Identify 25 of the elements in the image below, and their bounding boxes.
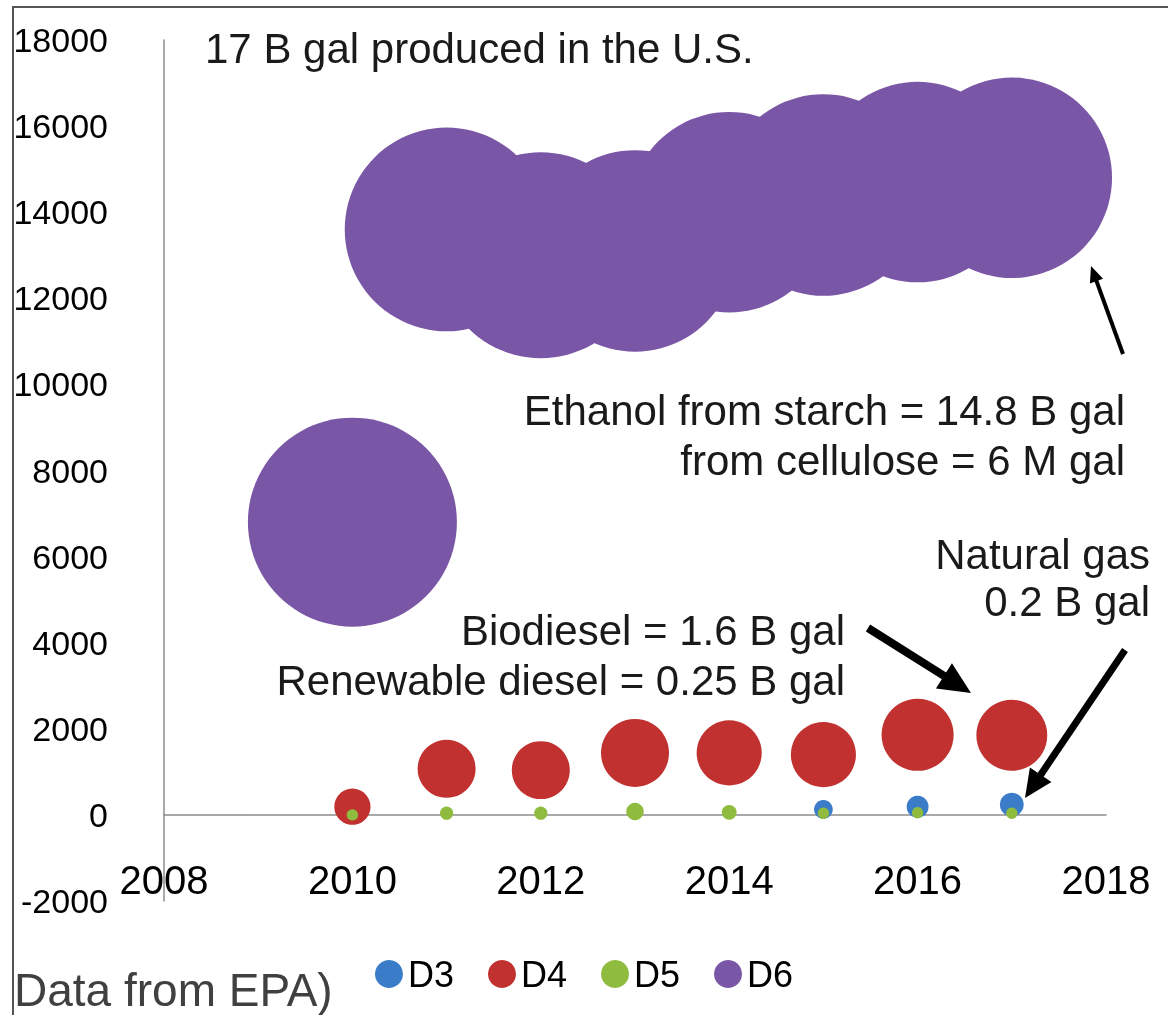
y-tick-label: 2000 [32,709,108,748]
chart-title: 17 B gal produced in the U.S. [205,24,754,72]
legend-label: D6 [747,953,794,995]
y-tick-label: 4000 [32,623,108,662]
y-tick-label: 8000 [32,451,108,490]
x-tick-label: 2014 [684,858,774,902]
y-tick-label: -2000 [21,882,108,920]
y-tick-label: 0 [89,795,108,834]
x-tick-label: 2008 [119,858,209,902]
legend-label: D5 [634,953,681,995]
legend-label: D4 [520,953,568,995]
annotation: Ethanol from starch = 14.8 B gal from cellulose = 6 M gal [523,386,1125,484]
y-tick-label: 6000 [32,537,108,576]
x-tick-label: 2010 [307,858,397,902]
annotation: Natural gas 0.2 B gal [935,531,1150,625]
y-tick-label: 14000 [13,193,108,232]
y-tick-label: 12000 [13,279,108,318]
legend-label: D3 [407,953,454,995]
annotation: Biodiesel = 1.6 B gal Renewable diesel = 0.25 B gal [276,606,845,704]
x-tick-label: 2016 [873,858,963,902]
y-tick-label: 16000 [13,107,108,146]
y-tick-label: 10000 [13,365,108,404]
x-tick-label: 2012 [496,858,586,902]
x-tick-label: 2018 [1061,858,1151,902]
y-tick-label: 18000 [13,21,108,59]
